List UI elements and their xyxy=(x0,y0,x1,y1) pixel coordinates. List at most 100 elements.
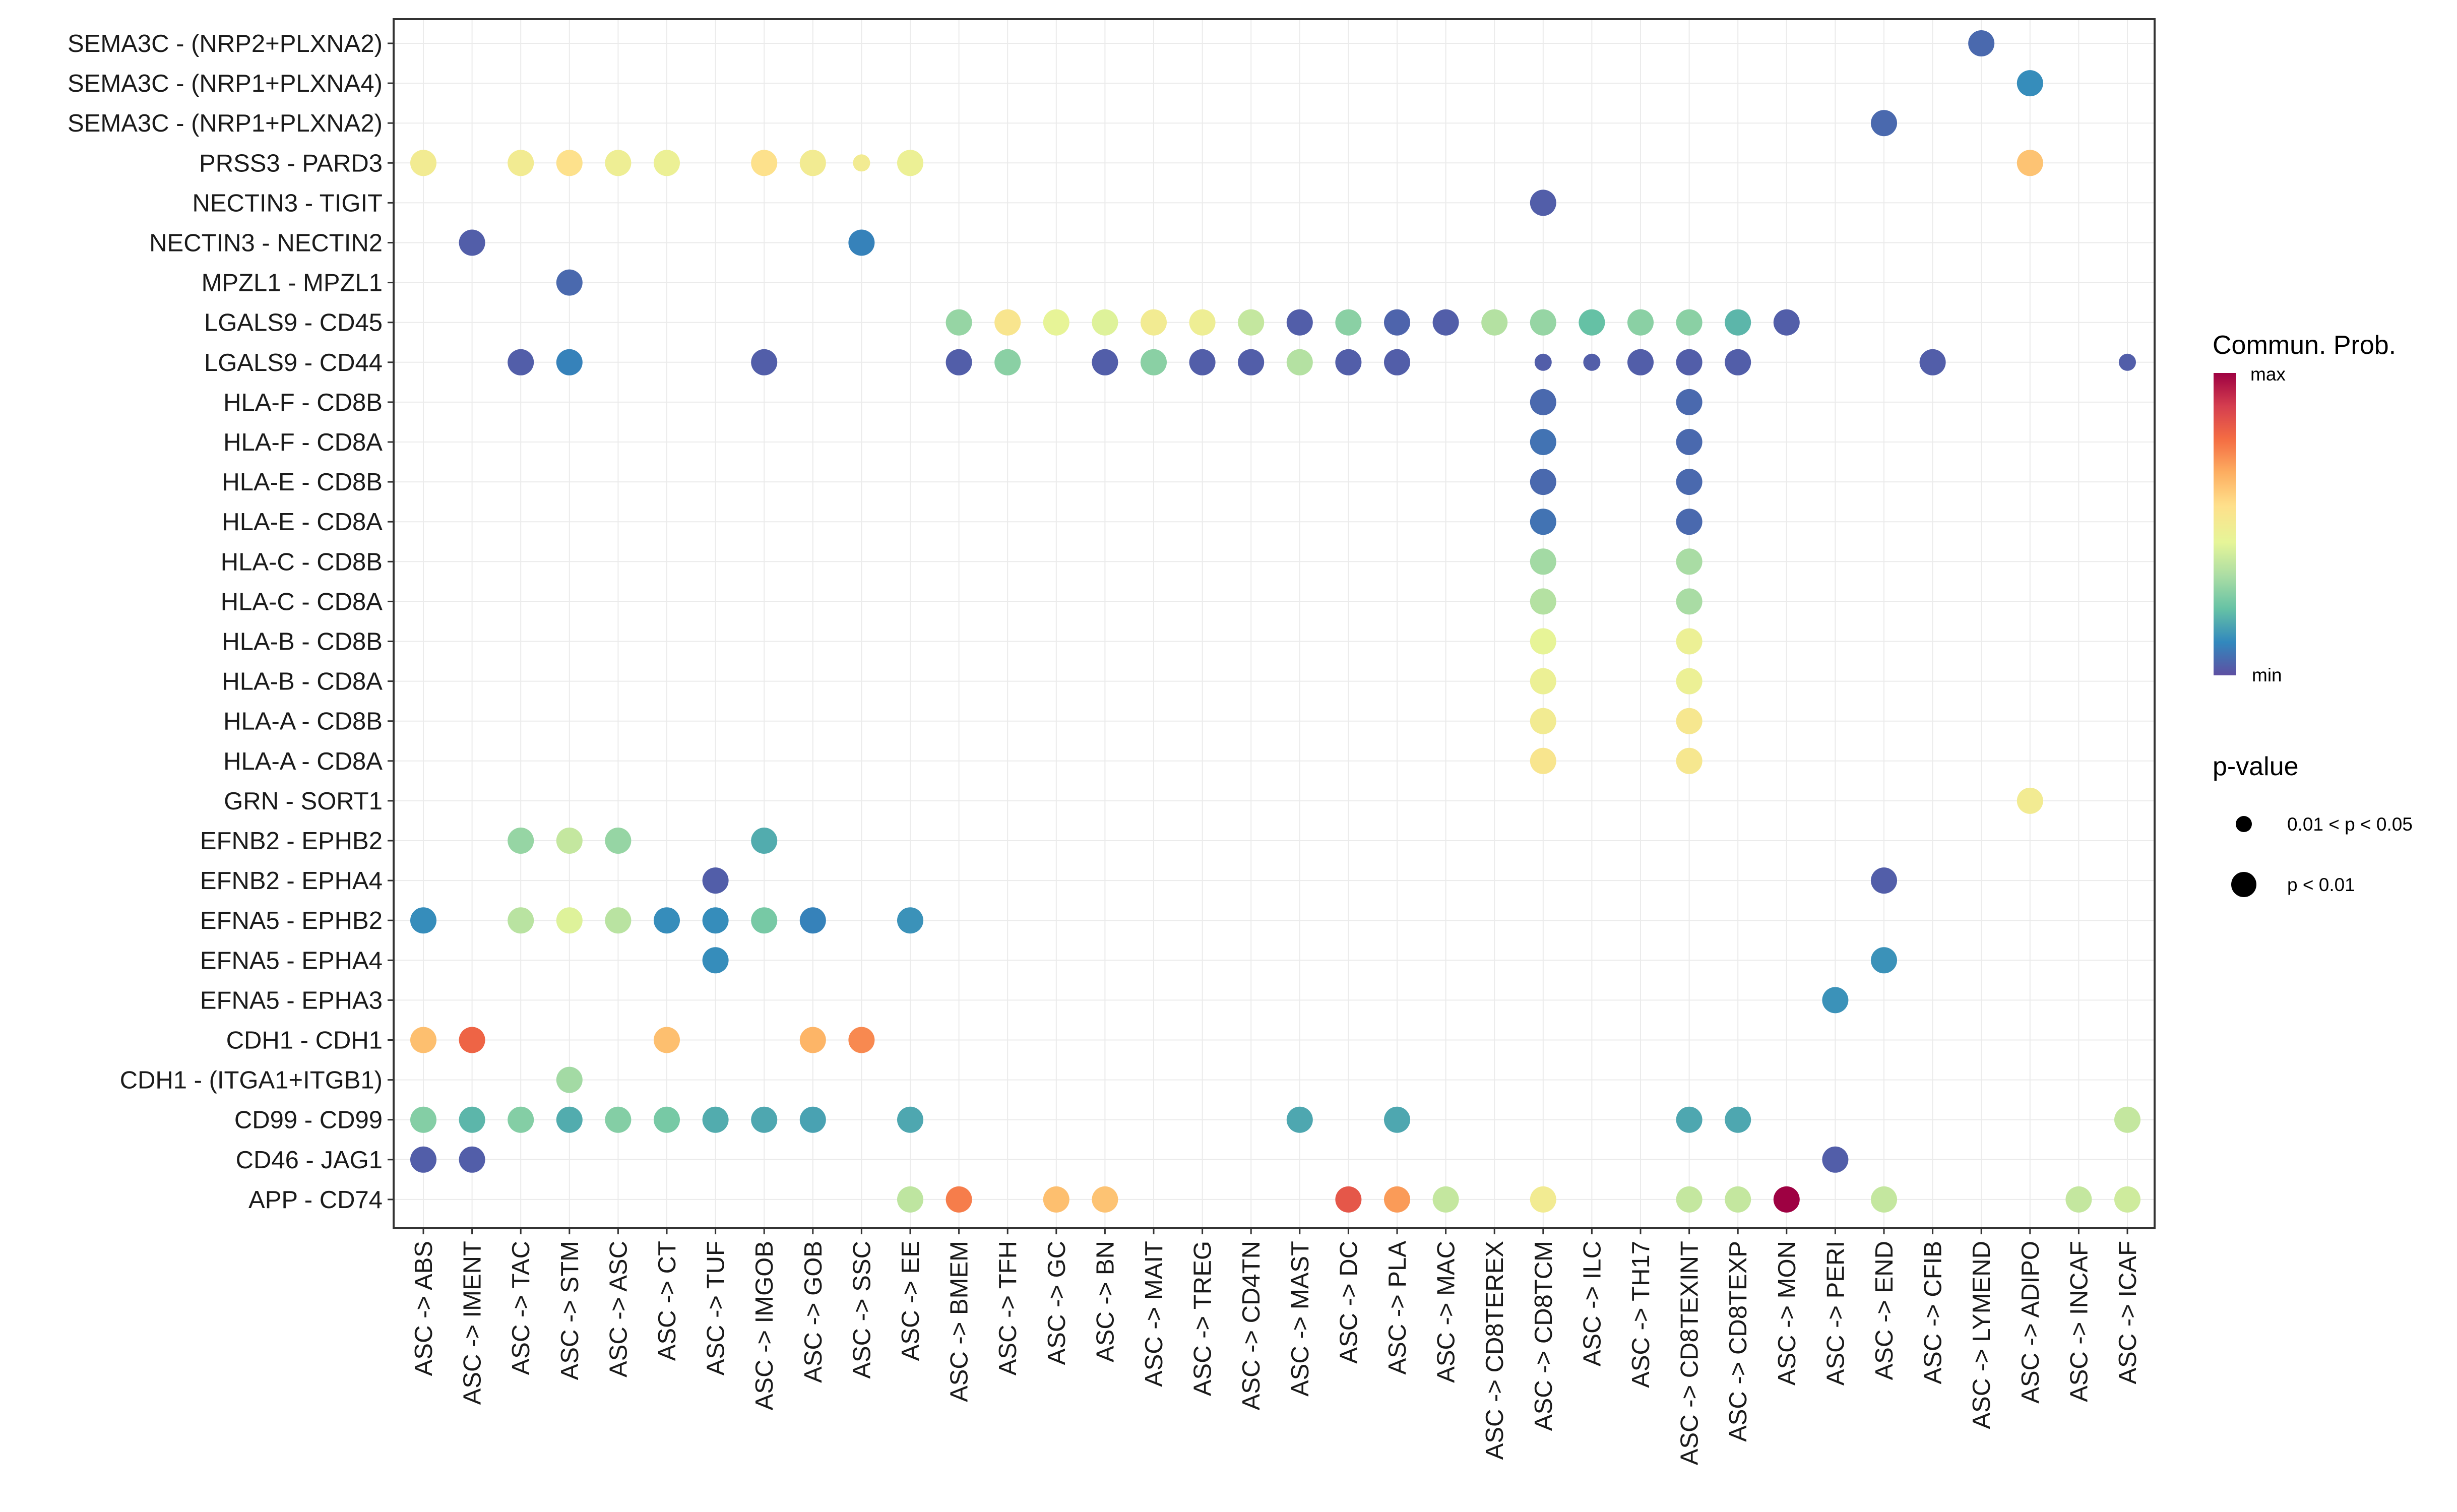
data-point xyxy=(508,150,534,176)
data-point xyxy=(556,907,583,934)
data-point xyxy=(556,1106,583,1133)
data-point xyxy=(1534,353,1552,371)
x-tick-label: ASC -> CT xyxy=(654,1241,681,1361)
data-point xyxy=(1286,1106,1313,1133)
data-point xyxy=(654,907,680,934)
size-legend-title: p-value xyxy=(2213,752,2299,781)
data-point xyxy=(2017,70,2043,97)
y-tick-label: CD46 - JAG1 xyxy=(236,1147,383,1174)
data-point xyxy=(1676,628,1703,655)
data-point xyxy=(897,1106,923,1133)
y-tick-label: CDH1 - CDH1 xyxy=(226,1027,383,1054)
y-tick-label: CD99 - CD99 xyxy=(234,1107,383,1134)
data-point xyxy=(1676,588,1703,615)
data-point xyxy=(1725,1186,1751,1213)
data-point xyxy=(1627,309,1654,336)
data-point xyxy=(2119,353,2136,371)
data-point xyxy=(1530,588,1556,615)
data-point xyxy=(556,349,583,375)
y-tick-label: EFNB2 - EPHA4 xyxy=(200,867,383,895)
data-point xyxy=(1919,349,1946,375)
y-tick-label: NECTIN3 - TIGIT xyxy=(192,190,383,217)
x-tick-label: ASC -> CFIB xyxy=(1920,1241,1947,1384)
size-legend: p-value 0.01 < p < 0.05 p < 0.01 xyxy=(2213,752,2413,897)
grid-lines xyxy=(394,19,2155,1228)
data-point xyxy=(605,907,632,934)
x-tick-label: ASC -> TUF xyxy=(703,1241,730,1375)
x-tick-label: ASC -> TFH xyxy=(994,1241,1022,1375)
data-point xyxy=(897,907,923,934)
x-tick-label: ASC -> IMENT xyxy=(459,1241,486,1405)
data-point xyxy=(751,150,778,176)
y-tick-label: PRSS3 - PARD3 xyxy=(199,150,383,177)
data-point xyxy=(946,309,972,336)
data-point xyxy=(994,309,1021,336)
data-point xyxy=(702,867,729,894)
data-point xyxy=(1530,668,1556,695)
data-point xyxy=(1530,708,1556,734)
x-tick-label: ASC -> MAST xyxy=(1287,1241,1314,1397)
data-point xyxy=(853,154,870,172)
y-tick-label: HLA-F - CD8B xyxy=(223,389,383,416)
color-legend-title: Commun. Prob. xyxy=(2213,331,2396,360)
x-tick-label: ASC -> EE xyxy=(897,1241,924,1361)
data-point xyxy=(1871,947,1897,974)
data-point xyxy=(1092,349,1118,375)
data-point xyxy=(508,349,534,375)
y-tick-label: NECTIN3 - NECTIN2 xyxy=(149,230,383,257)
y-tick-label: EFNA5 - EPHB2 xyxy=(200,907,383,934)
data-point xyxy=(1530,190,1556,216)
x-tick-label: ASC -> MAIT xyxy=(1141,1241,1168,1387)
x-tick-label: ASC -> BN xyxy=(1092,1241,1119,1362)
data-point xyxy=(1530,548,1556,575)
x-tick-label: ASC -> INCAF xyxy=(2065,1241,2093,1402)
data-point xyxy=(946,349,972,375)
data-point xyxy=(1676,389,1703,415)
x-tick-label: ASC -> LYMEND xyxy=(1968,1241,1995,1429)
data-point xyxy=(1530,1186,1556,1213)
data-point xyxy=(799,1027,826,1053)
data-point xyxy=(1676,1186,1703,1213)
data-points xyxy=(410,30,2140,1213)
data-point xyxy=(1530,389,1556,415)
data-point xyxy=(848,229,875,256)
x-axis: ASC -> ABS ASC -> IMENT ASC -> TAC ASC -> S… xyxy=(410,1228,2141,1465)
y-tick-label: HLA-A - CD8B xyxy=(223,708,383,735)
data-point xyxy=(1530,469,1556,495)
data-point xyxy=(1384,1186,1410,1213)
x-tick-label: ASC -> PLA xyxy=(1384,1241,1411,1375)
data-point xyxy=(1530,429,1556,455)
data-point xyxy=(459,229,485,256)
data-point xyxy=(605,828,632,854)
y-tick-label: SEMA3C - (NRP1+PLXNA2) xyxy=(68,110,383,137)
x-tick-label: ASC -> BMEM xyxy=(946,1241,973,1402)
data-point xyxy=(1968,30,1995,56)
x-tick-label: ASC -> ICAF xyxy=(2114,1241,2141,1384)
data-point xyxy=(1773,1186,1800,1213)
data-point xyxy=(946,1186,972,1213)
data-point xyxy=(556,828,583,854)
y-tick-label: EFNA5 - EPHA4 xyxy=(200,947,383,974)
data-point xyxy=(1822,1146,1849,1173)
data-point xyxy=(1189,349,1216,375)
data-point xyxy=(1141,349,1167,375)
size-legend-large-label: p < 0.01 xyxy=(2287,874,2355,895)
x-tick-label: ASC -> ILC xyxy=(1579,1241,1606,1366)
data-point xyxy=(410,907,436,934)
data-point xyxy=(1092,1186,1118,1213)
data-point xyxy=(556,269,583,296)
y-tick-label: HLA-C - CD8A xyxy=(221,588,383,615)
data-point xyxy=(1676,747,1703,774)
y-tick-label: HLA-F - CD8A xyxy=(223,429,383,456)
data-point xyxy=(508,907,534,934)
data-point xyxy=(2114,1186,2140,1213)
panel-border xyxy=(393,18,2156,1229)
data-point xyxy=(799,150,826,176)
data-point xyxy=(1676,708,1703,734)
data-point xyxy=(1092,309,1118,336)
data-point xyxy=(410,1106,436,1133)
data-point xyxy=(1481,309,1508,336)
y-tick-label: CDH1 - (ITGA1+ITGB1) xyxy=(120,1067,383,1094)
y-tick-label: SEMA3C - (NRP2+PLXNA2) xyxy=(68,30,383,57)
x-tick-label: ASC -> ABS xyxy=(410,1241,437,1376)
